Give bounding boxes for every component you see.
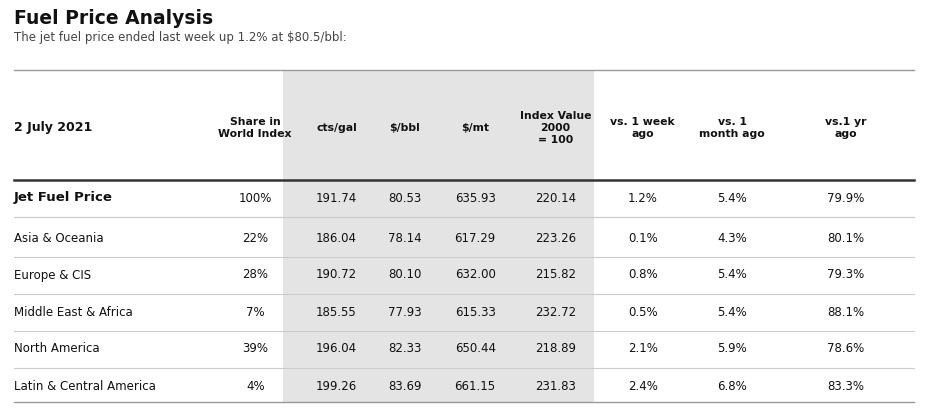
Text: 635.93: 635.93 — [454, 191, 495, 204]
Text: 83.3%: 83.3% — [827, 380, 863, 393]
Text: $/bbl: $/bbl — [388, 123, 420, 133]
Text: 39%: 39% — [242, 342, 268, 355]
Text: 82.33: 82.33 — [387, 342, 421, 355]
Text: 83.69: 83.69 — [387, 380, 421, 393]
Text: 661.15: 661.15 — [454, 380, 495, 393]
Text: 5.9%: 5.9% — [717, 342, 746, 355]
Text: 199.26: 199.26 — [315, 380, 357, 393]
Text: 6.8%: 6.8% — [717, 380, 746, 393]
Text: 4%: 4% — [246, 380, 264, 393]
Text: vs. 1
month ago: vs. 1 month ago — [699, 117, 764, 139]
Text: 78.14: 78.14 — [387, 231, 421, 245]
Text: 191.74: 191.74 — [315, 191, 357, 204]
Text: Index Value
2000
= 100: Index Value 2000 = 100 — [519, 111, 590, 145]
Text: 2.4%: 2.4% — [627, 380, 657, 393]
Text: cts/gal: cts/gal — [316, 123, 356, 133]
Text: 7%: 7% — [246, 306, 264, 319]
Text: 1.2%: 1.2% — [627, 191, 657, 204]
Text: 79.9%: 79.9% — [826, 191, 864, 204]
Text: Middle East & Africa: Middle East & Africa — [14, 306, 133, 319]
Text: 650.44: 650.44 — [454, 342, 495, 355]
Text: 196.04: 196.04 — [315, 342, 357, 355]
Text: Latin & Central America: Latin & Central America — [14, 380, 156, 393]
Text: 80.53: 80.53 — [387, 191, 421, 204]
Text: 22%: 22% — [242, 231, 268, 245]
Text: 215.82: 215.82 — [534, 268, 576, 281]
Text: 28%: 28% — [242, 268, 268, 281]
Text: $/mt: $/mt — [461, 123, 489, 133]
Text: Europe & CIS: Europe & CIS — [14, 268, 91, 281]
Text: 617.29: 617.29 — [454, 231, 495, 245]
Text: 218.89: 218.89 — [534, 342, 576, 355]
Text: 5.4%: 5.4% — [717, 306, 746, 319]
Text: 615.33: 615.33 — [454, 306, 495, 319]
Text: The jet fuel price ended last week up 1.2% at $80.5/bbl:: The jet fuel price ended last week up 1.… — [14, 31, 347, 45]
Text: 632.00: 632.00 — [454, 268, 495, 281]
Text: 185.55: 185.55 — [316, 306, 356, 319]
Text: 88.1%: 88.1% — [826, 306, 864, 319]
Text: 186.04: 186.04 — [315, 231, 357, 245]
Text: 79.3%: 79.3% — [826, 268, 864, 281]
Text: 80.10: 80.10 — [387, 268, 421, 281]
Text: 232.72: 232.72 — [534, 306, 576, 319]
Text: 223.26: 223.26 — [534, 231, 576, 245]
Text: 77.93: 77.93 — [387, 306, 421, 319]
Text: 190.72: 190.72 — [315, 268, 357, 281]
Text: 2.1%: 2.1% — [627, 342, 657, 355]
Text: Jet Fuel Price: Jet Fuel Price — [14, 191, 113, 204]
Text: 0.5%: 0.5% — [628, 306, 656, 319]
Text: 2 July 2021: 2 July 2021 — [14, 121, 92, 135]
Text: vs.1 yr
ago: vs.1 yr ago — [824, 117, 866, 139]
Text: 0.8%: 0.8% — [628, 268, 656, 281]
Text: 4.3%: 4.3% — [717, 231, 746, 245]
Text: 220.14: 220.14 — [534, 191, 576, 204]
Text: 100%: 100% — [238, 191, 272, 204]
Text: North America: North America — [14, 342, 99, 355]
Text: 78.6%: 78.6% — [826, 342, 864, 355]
Text: Asia & Oceania: Asia & Oceania — [14, 231, 104, 245]
Text: vs. 1 week
ago: vs. 1 week ago — [610, 117, 674, 139]
Text: 0.1%: 0.1% — [627, 231, 657, 245]
Text: 5.4%: 5.4% — [717, 268, 746, 281]
Text: 5.4%: 5.4% — [717, 191, 746, 204]
Text: Fuel Price Analysis: Fuel Price Analysis — [14, 9, 213, 27]
Text: 80.1%: 80.1% — [826, 231, 864, 245]
Text: 231.83: 231.83 — [534, 380, 576, 393]
Text: Share in
World Index: Share in World Index — [218, 117, 292, 139]
